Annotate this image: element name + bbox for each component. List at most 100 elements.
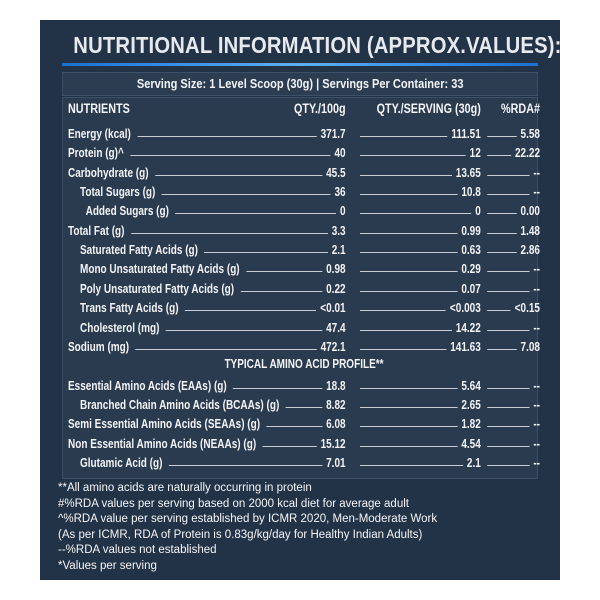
- rda-value: 7.08: [520, 339, 540, 354]
- leader: [137, 136, 317, 137]
- nutrient-row: Added Sugars (g) 0 0 0.00: [68, 202, 540, 218]
- leader: [487, 426, 530, 428]
- qty-per-100g: 6.08: [326, 417, 346, 432]
- rda-cell: --: [487, 435, 540, 451]
- serving-cell: <0.003: [360, 299, 481, 315]
- leader: [360, 445, 458, 447]
- rda-cell: --: [487, 319, 540, 335]
- leader: [360, 232, 458, 234]
- nutrient-row: Total Sugars (g) 36 10.8 --: [68, 183, 540, 199]
- nutrient-name: Added Sugars (g): [85, 204, 169, 219]
- nutrient-row: Non Essential Amino Acids (NEAAs) (g) 15.…: [68, 435, 540, 451]
- column-header-text: NUTRIENTS: [68, 101, 130, 116]
- nutrient-name: Total Fat (g): [68, 223, 125, 238]
- leader: [487, 271, 530, 273]
- leader: [487, 174, 530, 176]
- serving-cell: 5.64: [360, 377, 481, 393]
- nutrient-cell: Essential Amino Acids (EAAs) (g) 18.8: [68, 377, 346, 393]
- qty-per-serving: 111.51: [451, 127, 481, 141]
- rda-value: --: [533, 417, 540, 432]
- header-row: NUTRIENTS QTY./100g QTY./SERVING (30g) %RDA…: [68, 100, 540, 116]
- leader: [262, 445, 317, 447]
- rda-value: --: [533, 165, 540, 180]
- nutrient-cell: Glutamic Acid (g) 7.01: [68, 454, 346, 470]
- serving-cell: 4.54: [360, 435, 481, 451]
- leader: [360, 271, 458, 273]
- nutrient-name: Total Sugars (g): [80, 185, 156, 200]
- nutrient-cell: Total Fat (g) 3.3: [68, 222, 346, 238]
- leader: [130, 232, 328, 234]
- leader: [360, 406, 458, 408]
- column-header: QTY./SERVING (30g): [360, 100, 481, 116]
- qty-per-serving: 0.99: [461, 223, 481, 238]
- serving-box: Serving Size: 1 Level Scoop (30g) | Serv…: [62, 72, 538, 96]
- leader: [360, 213, 472, 215]
- nutrient-cell: Trans Fatty Acids (g) <0.01: [68, 299, 346, 315]
- rda-cell: --: [487, 183, 540, 199]
- leader: [360, 310, 446, 312]
- qty-per-100g: 371.7: [320, 127, 346, 141]
- nutrient-name: Trans Fatty Acids (g): [80, 301, 179, 316]
- footnote: ^%RDA value per serving established by I…: [58, 513, 438, 526]
- nutrient-row: Saturated Fatty Acids (g) 2.1 0.63 2.86: [68, 241, 540, 257]
- nutrient-row: Carbohydrate (g) 45.5 13.65 --: [68, 164, 540, 180]
- leader: [360, 387, 458, 389]
- nutrient-name: Carbohydrate (g): [68, 165, 149, 180]
- column-header: %RDA#: [487, 100, 540, 116]
- qty-per-serving: 2.65: [461, 397, 481, 412]
- nutrient-row: Glutamic Acid (g) 7.01 2.1 --: [68, 454, 540, 470]
- footnote: #%RDA values per serving based on 2000 k…: [58, 497, 409, 510]
- rda-value: --: [533, 185, 540, 200]
- serving-cell: 141.63: [360, 338, 481, 354]
- serving-cell: 2.1: [360, 454, 481, 470]
- leader: [360, 136, 448, 137]
- leader: [487, 348, 517, 350]
- nutrient-cell: Branched Chain Amino Acids (BCAAs) (g) 8.…: [68, 396, 346, 412]
- qty-per-100g: 47.4: [326, 320, 346, 335]
- nutrient-row: Branched Chain Amino Acids (BCAAs) (g) 8.…: [68, 396, 540, 412]
- footnote: --%RDA values not established: [58, 544, 217, 557]
- leader: [360, 464, 463, 466]
- nutrient-cell: Poly Unsaturated Fatty Acids (g) 0.22: [68, 280, 346, 296]
- nutrient-row: Total Fat (g) 3.3 0.99 1.48: [68, 222, 540, 238]
- leader: [487, 406, 530, 408]
- nutrient-name: Protein (g)^: [68, 146, 124, 161]
- qty-per-100g: 40: [334, 146, 346, 161]
- nutrient-row: Trans Fatty Acids (g) <0.01 <0.003 <0.15: [68, 299, 540, 315]
- rda-value: --: [533, 455, 540, 470]
- footnote: (As per ICMR, RDA of Protein is 0.83g/kg…: [58, 528, 423, 541]
- leader: [360, 348, 447, 350]
- leader: [487, 464, 530, 466]
- rda-value: --: [533, 262, 540, 277]
- leader: [487, 194, 530, 196]
- title-wrap: NUTRITIONAL INFORMATION (APPROX.VALUES):: [40, 32, 561, 59]
- rda-cell: --: [487, 454, 540, 470]
- rda-cell: --: [487, 396, 540, 412]
- title-underline: [62, 63, 538, 66]
- leader: [487, 290, 530, 292]
- leader: [360, 174, 452, 176]
- qty-per-100g: 0.22: [326, 281, 346, 296]
- leader: [360, 194, 458, 196]
- rda-value: 2.86: [520, 243, 540, 258]
- serving-cell: 0.29: [360, 260, 481, 276]
- qty-per-100g: 15.12: [320, 436, 346, 451]
- leader: [487, 387, 530, 389]
- rda-cell: 22.22: [487, 144, 540, 160]
- leader: [161, 194, 331, 196]
- rda-cell: 5.58: [487, 125, 540, 141]
- column-header: NUTRIENTS: [68, 100, 346, 116]
- nutrient-name: Saturated Fatty Acids (g): [80, 243, 198, 258]
- leader: [240, 290, 323, 292]
- nutrient-row: Energy (kcal) 371.7 111.51 5.58: [68, 125, 540, 141]
- qty-per-100g: 18.8: [326, 378, 346, 393]
- qty-per-serving: 0.07: [461, 281, 481, 296]
- qty-per-serving: 0.29: [461, 262, 481, 277]
- nutrient-row: Semi Essential Amino Acids (SEAAs) (g) 6.…: [68, 415, 540, 431]
- qty-per-100g: 8.82: [326, 397, 346, 412]
- serving-cell: 0.99: [360, 222, 481, 238]
- rda-value: 1.48: [520, 223, 540, 238]
- rda-cell: --: [487, 280, 540, 296]
- rda-value: --: [533, 397, 540, 412]
- nutrient-name: Essential Amino Acids (EAAs) (g): [68, 378, 227, 393]
